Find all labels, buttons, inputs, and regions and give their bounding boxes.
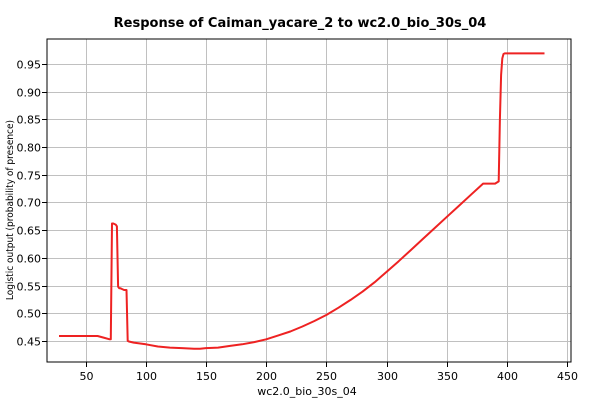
y-tick-label: 0.95	[17, 59, 42, 72]
y-tick-label: 0.90	[17, 87, 42, 100]
x-axis-label: wc2.0_bio_30s_04	[257, 385, 357, 398]
x-tick-label: 250	[316, 370, 337, 383]
y-axis-label: Logistic output (probability of presence…	[5, 120, 16, 300]
x-tick-label: 50	[80, 370, 94, 383]
y-tick-label: 0.70	[17, 197, 42, 210]
y-tick-label: 0.45	[17, 336, 42, 349]
y-tick-label: 0.75	[17, 170, 42, 183]
response-curve	[59, 52, 545, 350]
x-tick-label: 350	[437, 370, 458, 383]
x-tick-label: 100	[136, 370, 157, 383]
plot-series	[59, 52, 545, 350]
y-tick-label: 0.50	[17, 308, 42, 321]
y-tick-label: 0.65	[17, 225, 42, 238]
grid-lines	[47, 39, 571, 362]
chart-title: Response of Caiman_yacare_2 to wc2.0_bio…	[114, 16, 487, 31]
y-tick-label: 0.85	[17, 114, 42, 127]
x-tick-label: 150	[196, 370, 217, 383]
y-tick-label: 0.80	[17, 142, 42, 155]
x-tick-label: 300	[377, 370, 398, 383]
y-tick-label: 0.60	[17, 253, 42, 266]
x-tick-label: 200	[256, 370, 277, 383]
x-tick-label: 450	[557, 370, 578, 383]
plot-frame	[46, 38, 572, 363]
axis-ticks: 50 100 150 200 250 300 350 400 450 0.45 0.50 0.55 0.…	[17, 59, 579, 384]
x-tick-label: 400	[497, 370, 518, 383]
y-tick-label: 0.55	[17, 281, 42, 294]
